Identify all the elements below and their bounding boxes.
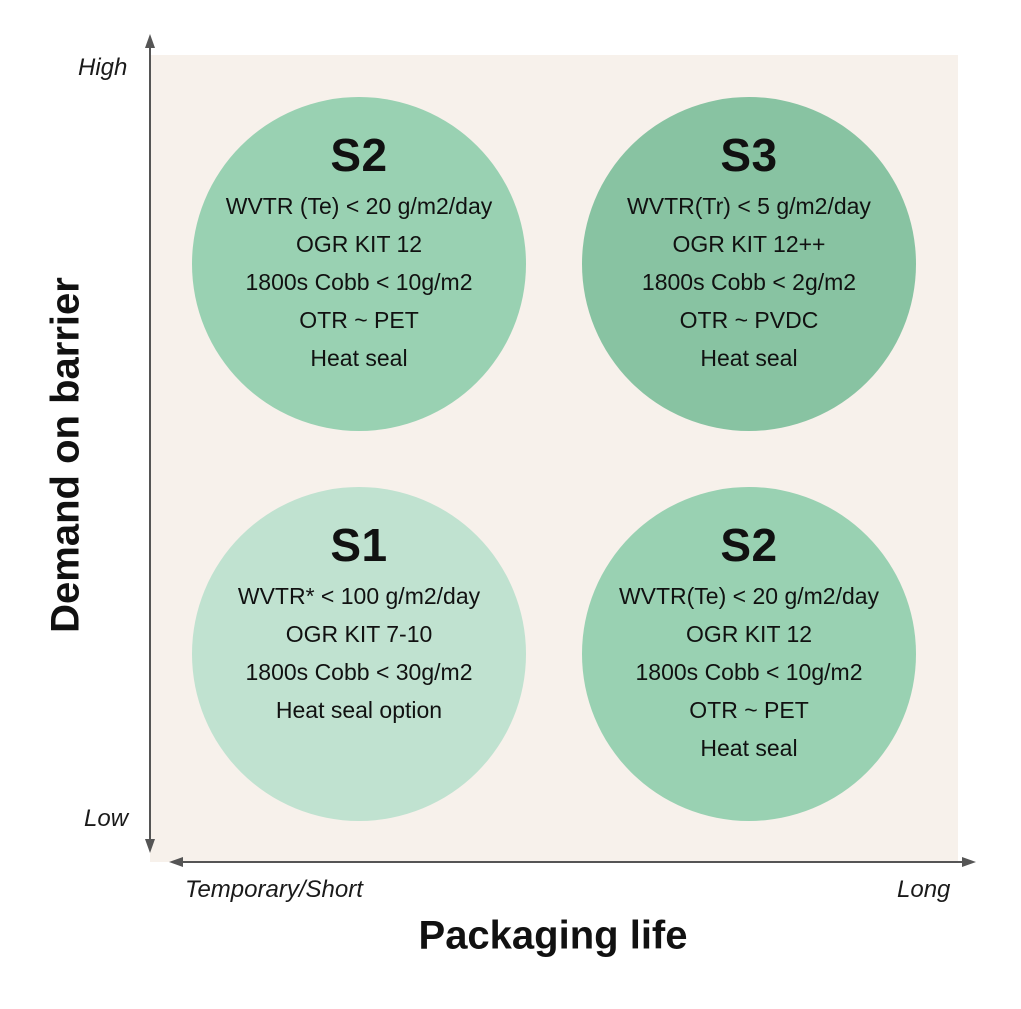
quadrant-spec-line: WVTR(Tr) < 5 g/m2/day bbox=[627, 193, 871, 219]
y-axis-bottom-arrow-icon bbox=[145, 839, 155, 853]
x-axis-left-arrow-icon bbox=[169, 857, 183, 867]
quadrant-spec-line: OTR ~ PVDC bbox=[679, 307, 819, 333]
quadrant-top-left-circle: S2 WVTR (Te) < 20 g/m2/day OGR KIT 12 18… bbox=[192, 97, 526, 431]
y-axis-high-label: High bbox=[78, 54, 128, 81]
quadrant-spec-line: Heat seal bbox=[310, 345, 408, 371]
quadrant-bottom-left-circle: S1 WVTR* < 100 g/m2/day OGR KIT 7-10 180… bbox=[192, 487, 526, 821]
quadrant-spec-line: 1800s Cobb < 10g/m2 bbox=[245, 269, 473, 295]
quadrant-spec-line: OGR KIT 7-10 bbox=[285, 621, 433, 647]
y-axis-top-arrow-icon bbox=[145, 34, 155, 48]
x-axis-title: Packaging life bbox=[418, 913, 688, 958]
x-axis-right-arrow-icon bbox=[962, 857, 976, 867]
x-axis-long-label: Long bbox=[897, 876, 951, 903]
quadrant-spec-line: 1800s Cobb < 2g/m2 bbox=[641, 269, 857, 295]
y-axis-title: Demand on barrier bbox=[43, 277, 88, 633]
quadrant-spec-line: WVTR* < 100 g/m2/day bbox=[237, 583, 481, 609]
quadrant-title: S1 bbox=[330, 519, 388, 571]
quadrant-title: S2 bbox=[330, 129, 388, 181]
quadrant-spec-line: Heat seal bbox=[700, 735, 798, 761]
quadrant-title: S2 bbox=[720, 519, 778, 571]
quadrant-spec-line: OGR KIT 12 bbox=[295, 231, 423, 257]
quadrant-spec-line: OGR KIT 12++ bbox=[672, 231, 826, 257]
quadrant-spec-line: OTR ~ PET bbox=[299, 307, 419, 333]
quadrant-spec-line: WVTR (Te) < 20 g/m2/day bbox=[225, 193, 493, 219]
quadrant-top-right-circle: S3 WVTR(Tr) < 5 g/m2/day OGR KIT 12++ 18… bbox=[582, 97, 916, 431]
quadrant-spec-line: Heat seal option bbox=[275, 697, 443, 723]
quadrant-spec-line: 1800s Cobb < 30g/m2 bbox=[245, 659, 473, 685]
quadrant-bottom-right-circle: S2 WVTR(Te) < 20 g/m2/day OGR KIT 12 180… bbox=[582, 487, 916, 821]
x-axis-short-label: Temporary/Short bbox=[185, 876, 363, 903]
quadrant-spec-line: OTR ~ PET bbox=[689, 697, 809, 723]
y-axis-low-label: Low bbox=[84, 805, 129, 832]
quadrant-spec-line: 1800s Cobb < 10g/m2 bbox=[635, 659, 863, 685]
quadrant-title: S3 bbox=[720, 129, 778, 181]
quadrant-spec-line: Heat seal bbox=[700, 345, 798, 371]
quadrant-spec-line: OGR KIT 12 bbox=[685, 621, 813, 647]
quadrant-spec-line: WVTR(Te) < 20 g/m2/day bbox=[618, 583, 880, 609]
